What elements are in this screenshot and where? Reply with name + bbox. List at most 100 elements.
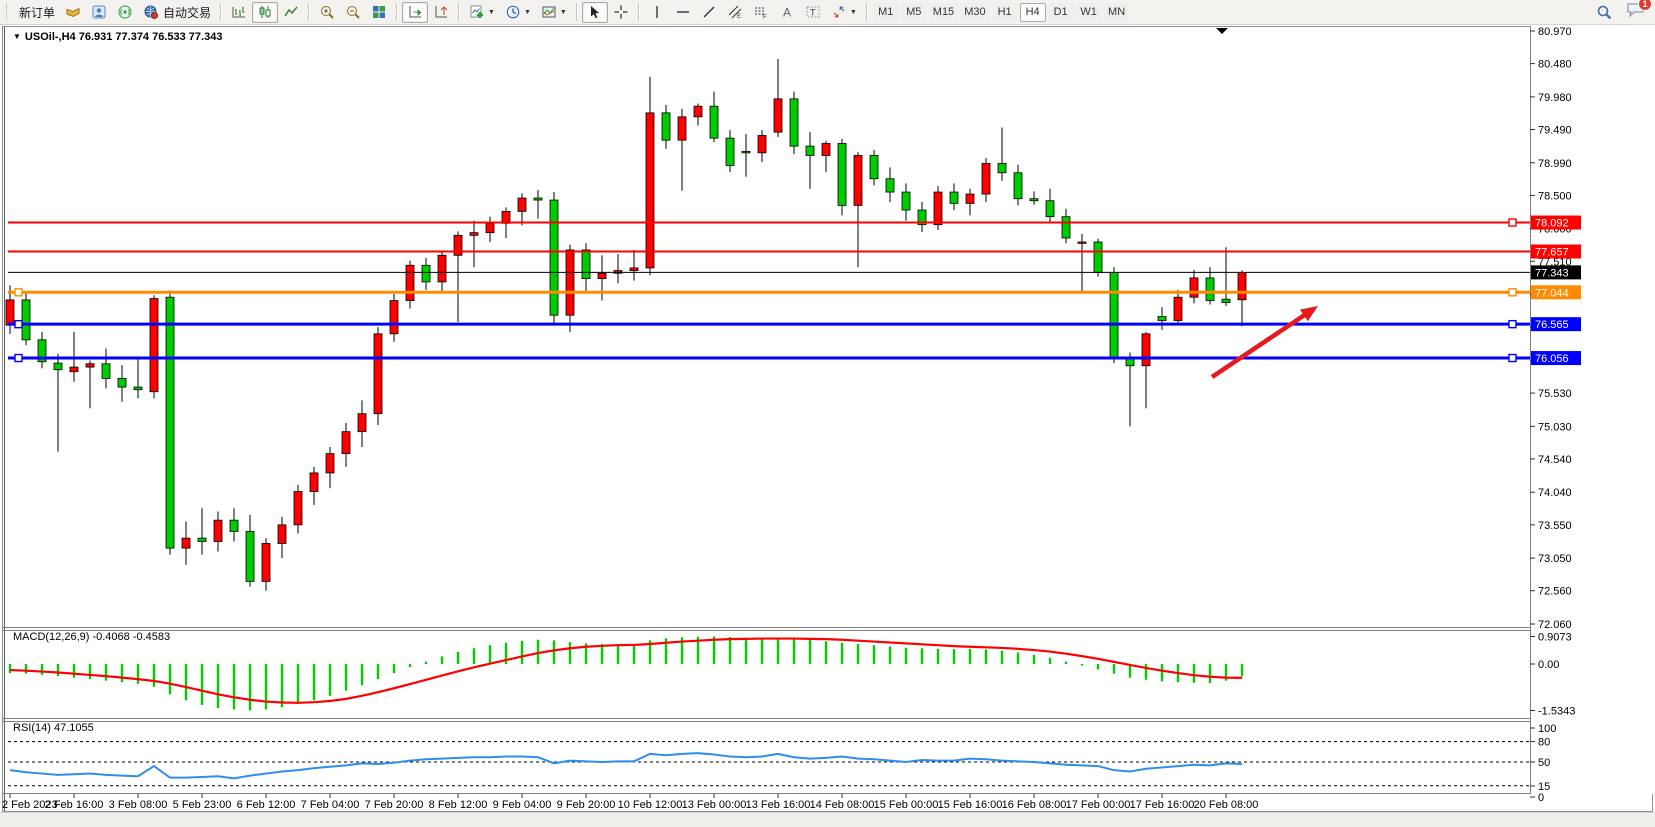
trend-arrow-line[interactable] [1210,311,1309,379]
price-flag-label: 76.565 [1535,319,1569,331]
price-tick-label: 80.970 [1538,26,1572,38]
candle-up [757,135,767,154]
time-tick-label: 17 Feb 00:00 [1066,799,1131,811]
macd-label: MACD(12,26,9) -0.4068 -0.4583 [13,631,171,643]
candlestick-chart-button[interactable] [252,1,279,23]
candle-up [565,249,575,316]
candle-up [1173,296,1183,321]
candle-down [549,199,559,316]
candle-down [1029,198,1039,202]
bar-chart-button[interactable] [226,2,252,23]
trendline-button[interactable] [696,2,722,23]
search-icon [1596,4,1613,21]
symbol-dropdown-icon[interactable]: ▼ [13,32,21,41]
crosshair-icon [613,4,629,20]
timeframe-H4[interactable]: H4 [1019,2,1046,22]
signal-button[interactable] [112,2,138,23]
gold-book-icon [65,4,81,20]
dropdown-arrow-icon: ▼ [523,8,531,16]
text-button[interactable]: A [774,2,800,23]
candle-up [485,222,495,234]
hline-handle[interactable] [14,288,23,297]
candle-up [629,267,639,271]
trend-arrow-head[interactable] [1299,306,1318,322]
candle-up [517,197,527,212]
toolbar-separator [865,3,868,21]
clock-icon [505,4,521,20]
price-flag-77.044 [1531,285,1581,300]
vertical-line-button[interactable] [644,2,670,23]
price-flag-76.565 [1531,317,1581,332]
timeframe-M1[interactable]: M1 [872,2,899,22]
new-order-button[interactable]: 新订单 [14,2,60,23]
timeframe-MN[interactable]: MN [1103,2,1130,22]
hline-handle[interactable] [1508,218,1517,227]
timeframe-M30[interactable]: M30 [960,2,990,22]
cursor-icon [587,4,603,20]
periods-button[interactable]: ▼ [500,2,536,23]
chart-title: ▼ USOil-,H4 76.931 77.374 76.533 77.343 [13,31,222,43]
price-tick-label: 72.560 [1538,586,1572,598]
timeframe-M15[interactable]: M15 [928,2,959,22]
search-button[interactable] [1591,2,1618,23]
price-tick-label: 74.040 [1538,487,1572,499]
text-label-button[interactable]: T [800,2,826,23]
tile-windows-button[interactable] [366,2,392,23]
candle-up [405,264,415,301]
svg-text:F: F [763,15,767,21]
zoom-out-button[interactable] [340,2,366,23]
auto-scroll-button[interactable] [402,1,429,23]
candle-up [5,299,15,326]
price-tick-label: 77.510 [1538,256,1572,268]
hline-handle[interactable] [14,319,23,329]
candle-up [693,105,703,118]
indicators-button[interactable]: ▼ [464,2,500,23]
chart-title-text: USOil-,H4 76.931 77.374 76.533 77.343 [24,31,223,43]
horizontal-line-button[interactable] [670,2,696,23]
hline-handle[interactable] [14,353,23,363]
crosshair-button[interactable] [608,2,634,23]
arrows-button[interactable]: ▼ [826,2,862,23]
candle-down [533,197,543,201]
fibonacci-button[interactable]: F [748,2,774,23]
line-chart-button[interactable] [278,2,304,23]
chat-button[interactable]: 1 [1626,0,1652,23]
cursor-button[interactable] [581,1,608,23]
channel-button[interactable]: E [722,2,748,23]
dropdown-arrow-icon: ▼ [849,8,857,16]
hline-handle[interactable] [1508,353,1517,363]
profile-button[interactable] [86,2,112,23]
equidistant-channel-icon: E [727,4,743,20]
candle-down [37,339,47,363]
timeframe-M5[interactable]: M5 [900,2,927,22]
price-flag-77.343 [1531,265,1581,280]
autotrade-globe-icon [143,4,159,20]
templates-button[interactable]: ▼ [536,2,572,23]
candle-up [373,333,383,415]
time-tick-label: 2 Feb 2023 [2,799,58,811]
hline-handle[interactable] [1508,288,1517,297]
time-tick-label: 7 Feb 04:00 [301,799,360,811]
timeframe-H1[interactable]: H1 [991,2,1018,22]
toolbar-separator [575,3,578,21]
timeframe-W1[interactable]: W1 [1075,2,1102,22]
candle-up [645,112,655,269]
zoom-in-button[interactable] [314,2,340,23]
autotrade-button[interactable]: 自动交易 [138,2,216,23]
timeframe-D1[interactable]: D1 [1047,2,1074,22]
price-flag-label: 76.056 [1535,353,1569,365]
time-tick-label: 13 Feb 16:00 [746,799,811,811]
rsi-line [9,752,1243,780]
chart-shift-button[interactable] [428,2,454,23]
candle-down [133,386,143,391]
candle-up [309,472,319,492]
hline-handle[interactable] [1508,319,1517,329]
price-flag-label: 77.044 [1535,287,1569,299]
charts-gold-button[interactable] [60,2,86,23]
price-flag-label: 77.343 [1535,267,1569,279]
rsi-tick-label: 100 [1538,723,1556,735]
candle-up [277,524,287,544]
auto-scroll-icon [407,4,423,20]
macd-tick-label: 0.00 [1538,659,1559,671]
candle-up [357,413,367,433]
